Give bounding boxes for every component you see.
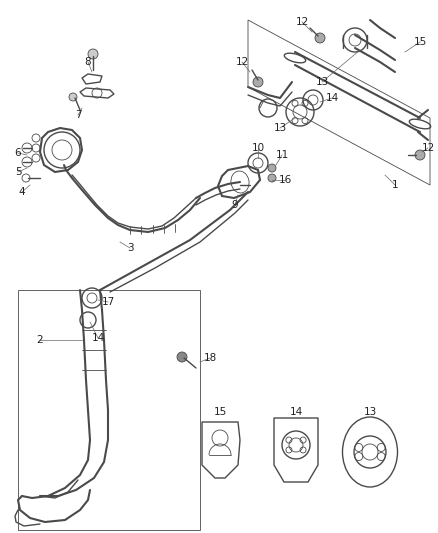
Text: 5: 5 — [15, 167, 21, 177]
Circle shape — [69, 93, 77, 101]
Text: 10: 10 — [251, 143, 265, 153]
Text: 1: 1 — [392, 180, 398, 190]
Text: 12: 12 — [235, 57, 249, 67]
Text: 17: 17 — [101, 297, 115, 307]
Circle shape — [268, 164, 276, 172]
Text: 13: 13 — [364, 407, 377, 417]
Circle shape — [315, 33, 325, 43]
Text: 16: 16 — [279, 175, 292, 185]
Text: 14: 14 — [92, 333, 105, 343]
Text: 8: 8 — [85, 57, 91, 67]
Text: 11: 11 — [276, 150, 289, 160]
Text: 18: 18 — [203, 353, 217, 363]
Text: 13: 13 — [273, 123, 286, 133]
Circle shape — [268, 174, 276, 182]
Text: 15: 15 — [213, 407, 226, 417]
Text: 14: 14 — [290, 407, 303, 417]
Text: 12: 12 — [295, 17, 309, 27]
Circle shape — [177, 352, 187, 362]
Text: 13: 13 — [315, 77, 328, 87]
Text: 6: 6 — [15, 148, 21, 158]
Circle shape — [253, 77, 263, 87]
Text: 4: 4 — [19, 187, 25, 197]
Text: 3: 3 — [127, 243, 133, 253]
Text: 12: 12 — [421, 143, 434, 153]
Circle shape — [415, 150, 425, 160]
Text: 9: 9 — [232, 200, 238, 210]
Text: 7: 7 — [75, 110, 81, 120]
Text: 14: 14 — [325, 93, 339, 103]
Text: 2: 2 — [37, 335, 43, 345]
Circle shape — [88, 49, 98, 59]
Text: 15: 15 — [413, 37, 427, 47]
